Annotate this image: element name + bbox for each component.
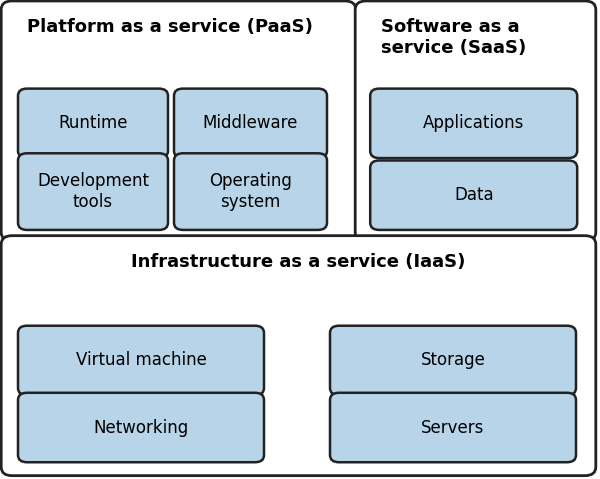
Text: Applications: Applications xyxy=(423,114,524,132)
FancyBboxPatch shape xyxy=(330,326,576,395)
Text: Servers: Servers xyxy=(421,419,485,436)
FancyBboxPatch shape xyxy=(18,326,264,395)
FancyBboxPatch shape xyxy=(1,236,596,476)
Text: Networking: Networking xyxy=(94,419,188,436)
Text: Storage: Storage xyxy=(421,352,485,369)
Text: Software as a
service (SaaS): Software as a service (SaaS) xyxy=(381,18,526,57)
FancyBboxPatch shape xyxy=(18,393,264,462)
FancyBboxPatch shape xyxy=(18,153,168,230)
FancyBboxPatch shape xyxy=(174,153,327,230)
FancyBboxPatch shape xyxy=(370,89,577,158)
Text: Development
tools: Development tools xyxy=(37,172,149,211)
Text: Virtual machine: Virtual machine xyxy=(76,352,206,369)
FancyBboxPatch shape xyxy=(1,1,356,241)
Text: Runtime: Runtime xyxy=(58,114,128,132)
FancyBboxPatch shape xyxy=(174,89,327,158)
Text: Platform as a service (PaaS): Platform as a service (PaaS) xyxy=(27,18,313,36)
FancyBboxPatch shape xyxy=(355,1,596,241)
Text: Middleware: Middleware xyxy=(203,114,298,132)
Text: Data: Data xyxy=(454,186,494,204)
Text: Infrastructure as a service (IaaS): Infrastructure as a service (IaaS) xyxy=(131,253,466,271)
FancyBboxPatch shape xyxy=(18,89,168,158)
FancyBboxPatch shape xyxy=(370,160,577,230)
FancyBboxPatch shape xyxy=(330,393,576,462)
Text: Operating
system: Operating system xyxy=(209,172,292,211)
